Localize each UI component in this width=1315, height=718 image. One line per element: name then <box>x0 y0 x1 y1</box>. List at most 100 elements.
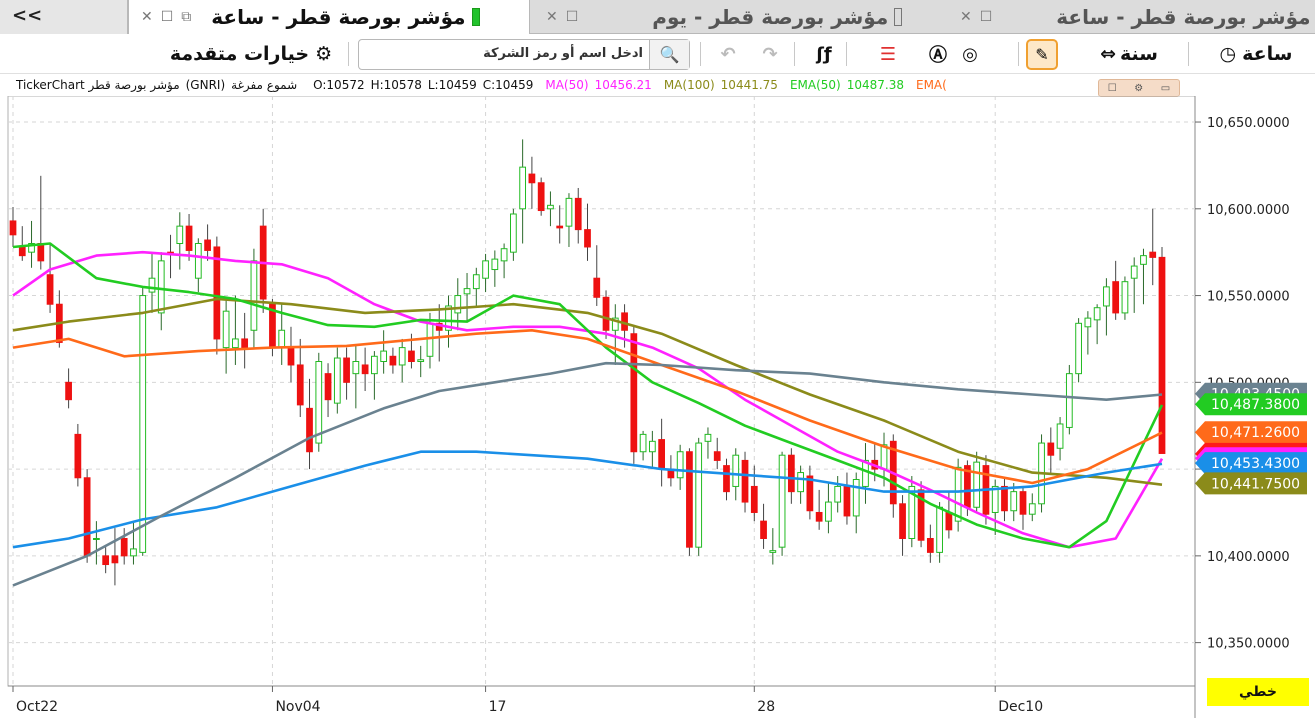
tab-status-icon <box>894 8 903 26</box>
candle-body <box>713 451 721 461</box>
legend-window-controls[interactable]: ☐ ⚙ ▭ <box>1098 79 1180 97</box>
candle-bullish <box>139 286 147 556</box>
redo-icon[interactable]: ↷ <box>762 43 778 65</box>
candle-body <box>389 355 397 366</box>
candle-body <box>139 295 147 553</box>
candle-bearish <box>1149 208 1157 286</box>
tab-qatar-index-hour-active[interactable]: ✕ ☐ ⧉ مؤشر بورصة قطر - ساعة <box>128 0 530 34</box>
candle-bearish <box>435 304 443 362</box>
candle-bullish <box>491 250 499 287</box>
candle-body <box>148 277 156 293</box>
price-tag-shape <box>1195 472 1307 495</box>
candle-bearish <box>1001 477 1008 522</box>
candle-body <box>296 364 304 406</box>
auto-scale-icon[interactable]: Ⓐ <box>929 45 947 66</box>
indicator-label: EMA(50) <box>789 78 841 92</box>
candle-bearish <box>556 205 564 244</box>
candle-bullish <box>834 476 842 513</box>
candle-body <box>1075 322 1082 375</box>
candle-bullish <box>639 430 647 461</box>
candle-bullish <box>565 193 573 247</box>
detach-icon[interactable]: ⧉ <box>181 9 192 25</box>
candle-body <box>584 229 591 248</box>
search-icon[interactable]: 🔍 <box>649 40 689 69</box>
indicators-icon[interactable]: ʃƒ <box>816 43 832 65</box>
close-value: C:10459 <box>482 78 534 92</box>
candle-body <box>769 550 777 553</box>
candle-bearish <box>361 347 369 391</box>
open-value: O:10572 <box>313 78 365 92</box>
price-tag: 10,453.4300 <box>1195 452 1307 475</box>
low-value: L:10459 <box>427 78 477 92</box>
chart-mode-badge[interactable]: خطي <box>1207 678 1309 706</box>
collapse-tabs-button[interactable]: << <box>0 0 128 34</box>
candle-bullish <box>547 191 554 227</box>
drawing-tools-icon[interactable]: ✎ <box>1026 39 1058 70</box>
candle-body <box>398 347 406 366</box>
candle-bullish <box>500 243 508 279</box>
gear-icon: ⚙ <box>315 43 333 65</box>
candle-body <box>1028 503 1036 515</box>
undo-icon[interactable]: ↶ <box>720 43 736 65</box>
candle-body <box>371 355 378 375</box>
range-year-button[interactable]: سنة ⇔ <box>1100 43 1158 65</box>
candle-bearish <box>120 528 128 565</box>
candle-bullish <box>417 345 425 378</box>
candle-bearish <box>102 547 110 574</box>
range-arrows-icon: ⇔ <box>1100 43 1116 65</box>
candle-bullish <box>222 299 230 374</box>
candle-bearish <box>528 156 536 209</box>
candle-body <box>852 479 860 517</box>
price-tag-label: 10,487.3800 <box>1211 397 1300 413</box>
tab-status-icon <box>471 8 480 26</box>
time-axis[interactable]: Oct22 Nov04 17 28 Dec10 <box>12 686 1043 715</box>
chart-grid <box>7 96 1196 718</box>
candle-bullish <box>194 238 202 293</box>
maximize-icon[interactable]: ☐ <box>160 9 174 25</box>
more-icon[interactable]: ▭ <box>1160 82 1171 94</box>
volume-profile-icon[interactable]: ☰ <box>879 43 897 65</box>
indicator-line <box>12 297 1163 486</box>
candle-bearish <box>574 187 582 244</box>
candle-body <box>843 485 851 517</box>
indicator-value: 10441.75 <box>720 78 778 92</box>
candle-body <box>917 489 925 541</box>
close-icon[interactable]: ✕ <box>960 9 972 25</box>
candle-bullish <box>778 451 786 556</box>
timeframe-hour-button[interactable]: ساعة ◷ <box>1219 43 1293 65</box>
candle-bullish <box>482 253 489 293</box>
candle-bullish <box>232 295 239 365</box>
company-search-input[interactable]: ادخل اسم أو رمز الشركة 🔍 <box>358 39 690 70</box>
settings-icon[interactable]: ⚙ <box>1134 82 1144 94</box>
indicator-lines <box>12 242 1164 587</box>
restore-icon[interactable]: ☐ <box>1107 82 1117 94</box>
candle-bullish <box>695 437 703 556</box>
candle-body <box>287 347 295 366</box>
candle-bullish <box>769 528 777 565</box>
indicator-value: 10456.21 <box>594 78 652 92</box>
chart-style-icon[interactable]: ◎ <box>962 43 978 65</box>
candle-body <box>639 433 647 453</box>
tab-qatar-index-day[interactable]: ✕ ☐ مؤشر بورصة قطر - يوم <box>530 0 940 34</box>
candle-body <box>213 246 221 340</box>
advanced-options-button[interactable]: ⚙ خيارات متقدمة <box>169 43 333 65</box>
candle-body <box>732 454 740 487</box>
price-chart[interactable]: 10,650.000010,600.000010,550.000010,500.… <box>0 96 1315 718</box>
tab-qatar-index-hour[interactable]: ✕ ☐ مؤشر بورصة قطر - ساعة <box>940 0 1315 34</box>
candle-bullish <box>519 139 527 244</box>
maximize-icon[interactable]: ☐ <box>979 9 993 25</box>
candle-bearish <box>806 465 814 520</box>
price-tick-label: 10,400.0000 <box>1207 550 1290 565</box>
close-icon[interactable]: ✕ <box>141 9 153 25</box>
maximize-icon[interactable]: ☐ <box>565 9 579 25</box>
candle-body <box>306 407 313 453</box>
close-icon[interactable]: ✕ <box>546 9 558 25</box>
candle-bullish <box>1084 311 1092 355</box>
candle-bullish <box>333 347 341 414</box>
candle-body <box>83 477 91 557</box>
candle-bearish <box>815 489 823 530</box>
candle-body <box>1056 423 1064 449</box>
candle-bullish <box>472 267 480 306</box>
candle-bearish <box>46 243 54 313</box>
price-tick-label: 10,600.0000 <box>1207 203 1290 218</box>
